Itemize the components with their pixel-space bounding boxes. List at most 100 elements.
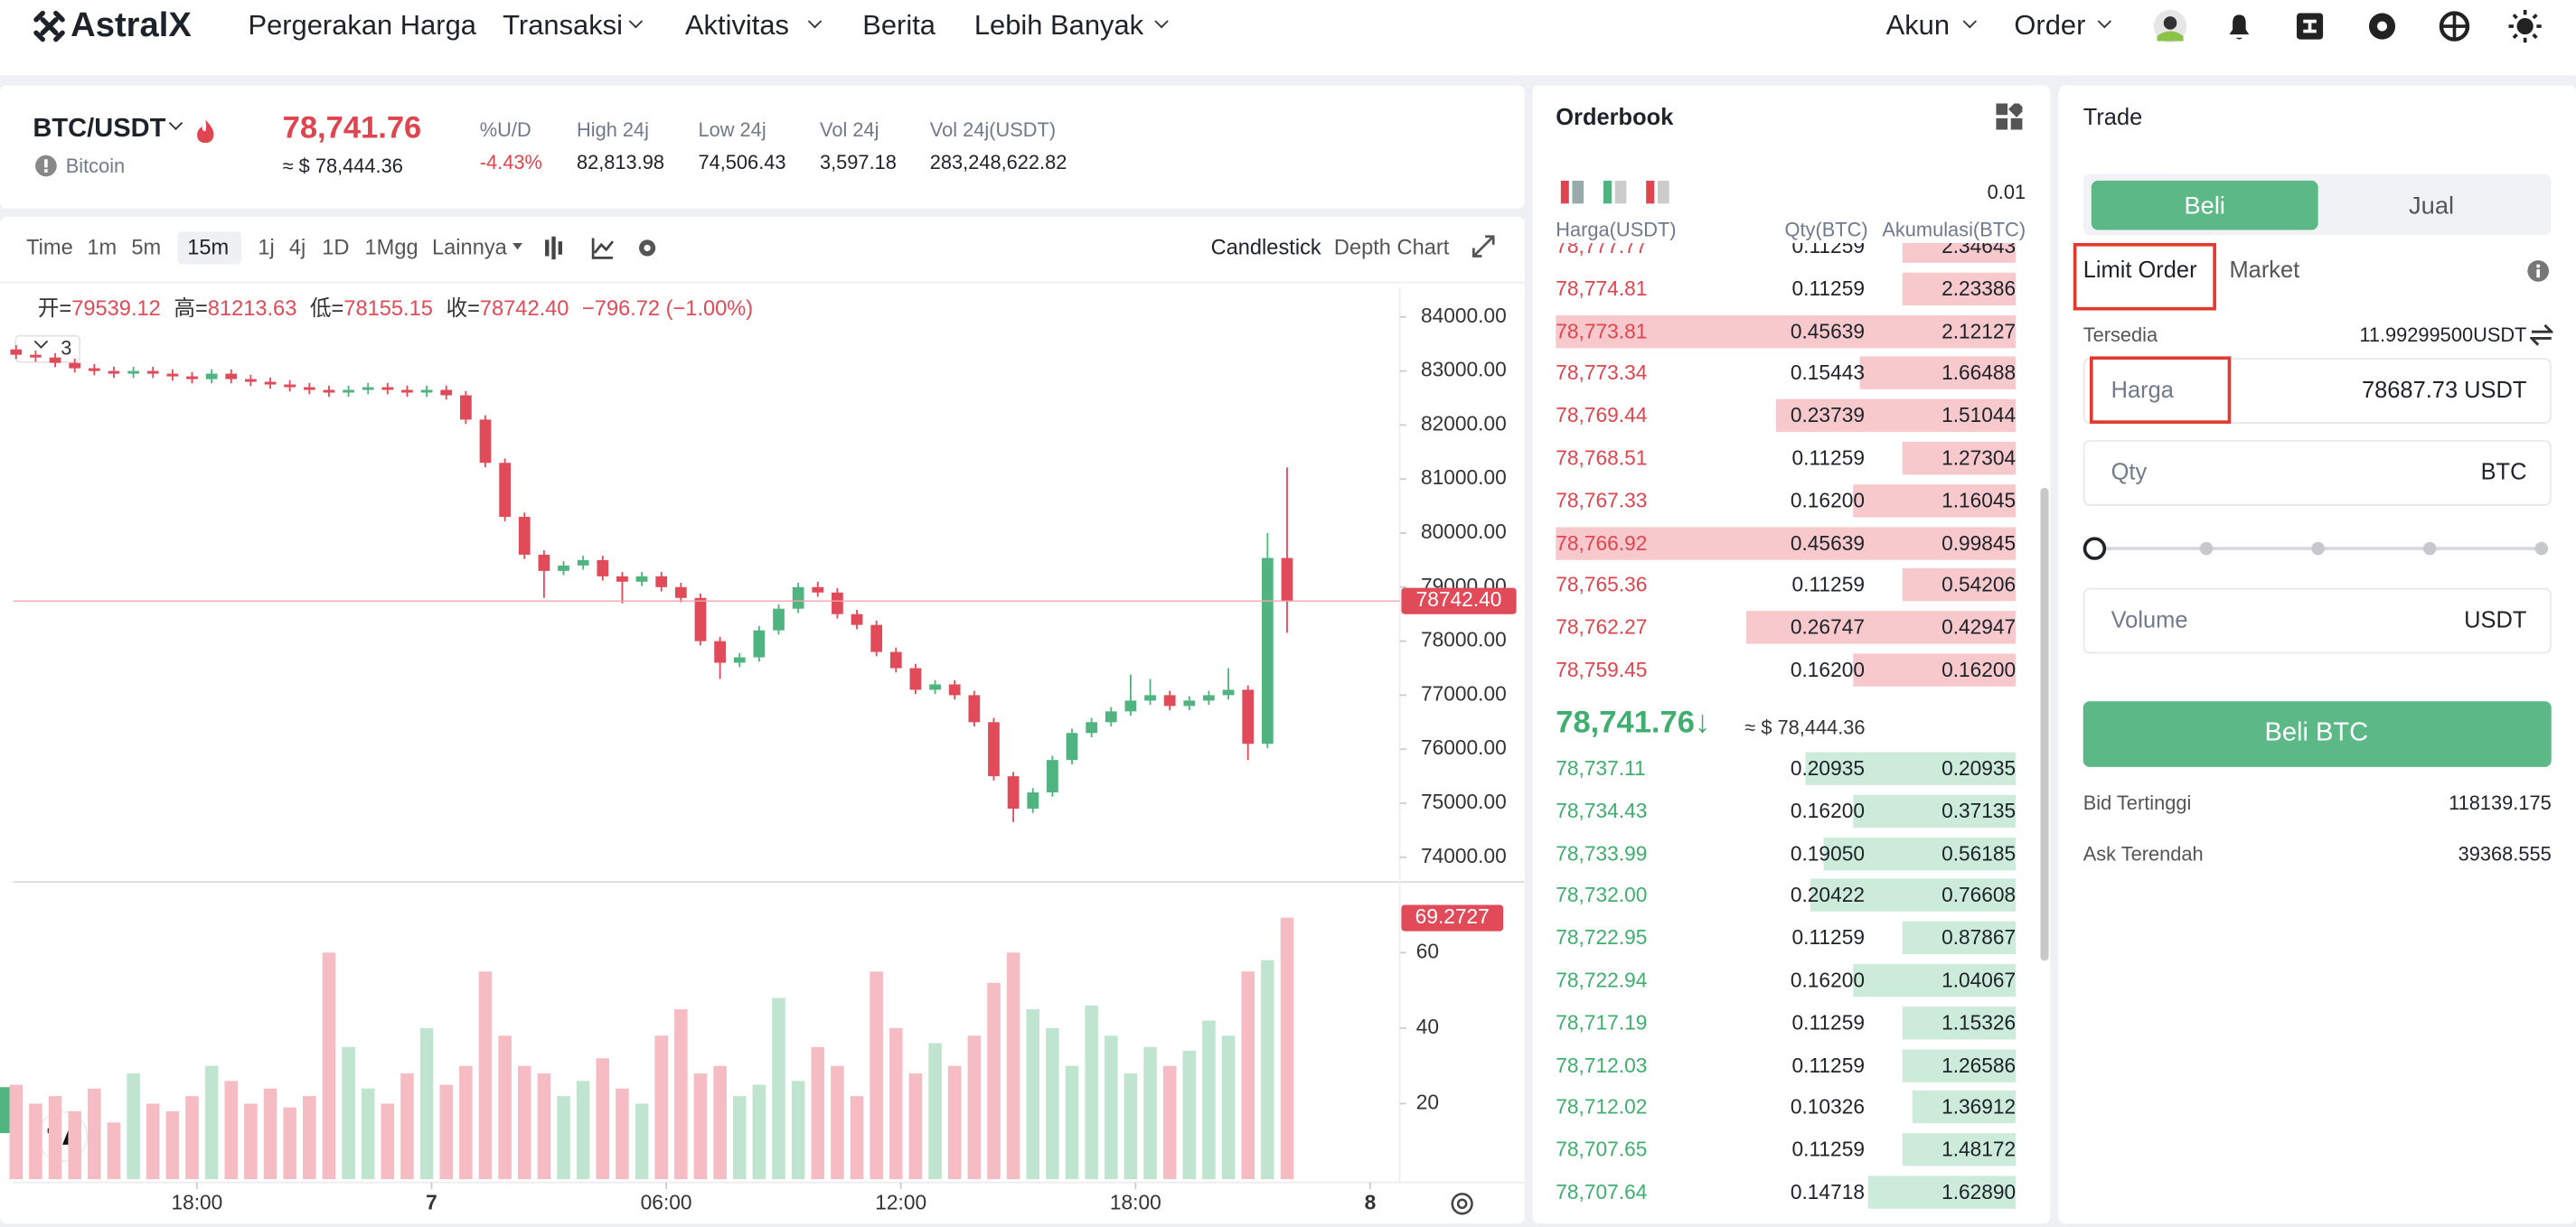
pair[interactable]: BTC/USDT xyxy=(33,114,166,143)
chart-tool-icons[interactable] xyxy=(544,235,659,261)
order-price[interactable]: 78,717.19 xyxy=(1556,1011,1648,1035)
order-qty[interactable]: 0.26747 xyxy=(1790,615,1865,640)
avatar[interactable] xyxy=(2152,8,2188,44)
input-box[interactable] xyxy=(2082,358,2552,424)
order-price[interactable]: 78,734.43 xyxy=(1556,799,1648,823)
order-total[interactable]: 1.27304 xyxy=(1941,446,2017,470)
order-price[interactable]: 78,767.33 xyxy=(1556,489,1648,512)
submit-bg[interactable] xyxy=(2082,701,2552,767)
order-price[interactable]: 78,707.65 xyxy=(1556,1138,1648,1162)
bell-icon[interactable] xyxy=(2223,10,2255,42)
order-price[interactable]: 78,774.81 xyxy=(1556,276,1648,301)
order-type-tab[interactable]: Limit Order xyxy=(2082,256,2197,283)
order-qty[interactable]: 0.11259 xyxy=(1791,1138,1865,1162)
order-total[interactable]: 0.20935 xyxy=(1941,756,2017,781)
order-total[interactable]: 0.37135 xyxy=(1941,799,2017,823)
chart-settings-icon[interactable] xyxy=(1449,1191,1475,1217)
order-total[interactable]: 1.66488 xyxy=(1941,361,2017,386)
order-qty[interactable]: 0.23739 xyxy=(1790,404,1865,427)
order-qty[interactable]: 0.20422 xyxy=(1790,884,1865,908)
order-price[interactable]: 78,722.95 xyxy=(1556,926,1648,950)
order-qty[interactable]: 0.16200 xyxy=(1790,799,1865,823)
interval-button[interactable]: 1D xyxy=(322,234,350,259)
order-total[interactable]: 0.87867 xyxy=(1941,926,2017,950)
order-total[interactable]: 2.34643 xyxy=(1941,243,2017,258)
order-price[interactable]: 78,777.77 xyxy=(1556,243,1648,258)
order-total[interactable]: 0.42947 xyxy=(1941,615,2017,640)
order-total[interactable]: 2.12127 xyxy=(1941,319,2017,343)
buy-tab-bg[interactable] xyxy=(2091,180,2318,230)
account-menu[interactable]: Akun xyxy=(1885,10,1951,42)
order-total[interactable]: 1.51044 xyxy=(1941,404,2017,427)
swap-icon[interactable] xyxy=(2530,323,2553,346)
order-qty[interactable]: 0.11259 xyxy=(1791,1011,1865,1035)
order-total[interactable]: 0.56185 xyxy=(1941,841,2017,866)
order-qty[interactable]: 0.16200 xyxy=(1790,489,1865,512)
submit-button[interactable]: Beli BTC xyxy=(2264,718,2369,747)
order-price[interactable]: 78,707.64 xyxy=(1556,1180,1648,1204)
globe-icon[interactable] xyxy=(2438,10,2470,42)
order-price[interactable]: 78,759.45 xyxy=(1556,658,1648,682)
order-price[interactable]: 78,712.03 xyxy=(1556,1054,1648,1077)
indicator-toggle[interactable] xyxy=(14,334,81,363)
order-price[interactable]: 78,762.27 xyxy=(1556,615,1648,640)
expand-icon[interactable] xyxy=(1472,235,1495,258)
order-price[interactable]: 78,737.11 xyxy=(1556,756,1646,781)
order-price[interactable]: 78,712.02 xyxy=(1556,1096,1648,1119)
order-total[interactable]: 1.62890 xyxy=(1941,1180,2017,1204)
order-total[interactable]: 1.48172 xyxy=(1941,1138,2017,1162)
order-total[interactable]: 0.99845 xyxy=(1941,531,2017,555)
sell-tab[interactable]: Jual xyxy=(2409,191,2455,220)
order-price[interactable]: 78,733.99 xyxy=(1556,841,1648,866)
interval-button[interactable]: 15m xyxy=(187,234,230,259)
theme-icon[interactable] xyxy=(2508,9,2542,43)
input-box[interactable] xyxy=(2082,440,2552,506)
view-tab[interactable]: Depth Chart xyxy=(1333,234,1450,259)
order-total[interactable]: 1.15326 xyxy=(1941,1011,2017,1035)
view-icons[interactable] xyxy=(1560,180,1676,204)
nav-item[interactable]: Berita xyxy=(862,10,935,42)
order-qty[interactable]: 0.11259 xyxy=(1791,574,1865,597)
order-total[interactable]: 1.36912 xyxy=(1941,1096,2017,1119)
buy-tab[interactable]: Beli xyxy=(2184,191,2225,220)
order-total[interactable]: 0.54206 xyxy=(1941,574,2017,597)
order-qty[interactable]: 0.45639 xyxy=(1790,531,1865,555)
order-qty[interactable]: 0.10326 xyxy=(1790,1096,1865,1119)
order-total[interactable]: 1.16045 xyxy=(1941,489,2017,512)
order-type-tab[interactable]: Market xyxy=(2229,256,2300,283)
nav-item[interactable]: Transaksi xyxy=(503,10,623,42)
download-icon[interactable] xyxy=(2293,10,2326,42)
slider-handle[interactable] xyxy=(2082,537,2107,560)
order-price[interactable]: 78,722.94 xyxy=(1556,969,1648,992)
order-qty[interactable]: 0.14718 xyxy=(1790,1180,1865,1204)
order-price[interactable]: 78,769.44 xyxy=(1556,404,1648,427)
order-price[interactable]: 78,732.00 xyxy=(1556,884,1648,908)
order-qty[interactable]: 0.11259 xyxy=(1791,276,1865,301)
more-intervals[interactable]: Lainnya xyxy=(432,234,507,259)
settings-icon[interactable] xyxy=(2365,10,2398,42)
info-icon[interactable] xyxy=(2526,259,2550,282)
order-menu[interactable]: Order xyxy=(2014,10,2086,42)
nav-item[interactable]: Pergerakan Harga xyxy=(248,10,476,42)
order-total[interactable]: 0.76608 xyxy=(1941,884,2017,908)
order-qty[interactable]: 0.45639 xyxy=(1790,319,1865,343)
view-tab[interactable]: Candlestick xyxy=(1210,234,1321,259)
interval-button[interactable]: 1m xyxy=(87,234,118,259)
order-qty[interactable]: 0.20935 xyxy=(1790,756,1865,781)
order-price[interactable]: 78,768.51 xyxy=(1556,446,1648,470)
scrollbar[interactable] xyxy=(2040,487,2049,961)
interval-button[interactable]: 5m xyxy=(131,234,162,259)
order-qty[interactable]: 0.16200 xyxy=(1790,969,1865,992)
order-qty[interactable]: 0.19050 xyxy=(1790,841,1865,866)
interval-button[interactable]: Time xyxy=(26,234,73,259)
order-total[interactable]: 1.04067 xyxy=(1941,969,2017,992)
order-price[interactable]: 78,773.34 xyxy=(1556,361,1648,386)
order-price[interactable]: 78,773.81 xyxy=(1556,319,1648,343)
order-qty[interactable]: 0.16200 xyxy=(1790,658,1865,682)
order-qty[interactable]: 0.11259 xyxy=(1791,926,1865,950)
order-qty[interactable]: 0.11259 xyxy=(1791,1054,1865,1077)
input-box[interactable] xyxy=(2082,587,2552,654)
interval-button[interactable]: 1Mgg xyxy=(364,234,418,259)
nav-item[interactable]: Lebih Banyak xyxy=(973,10,1144,42)
order-qty[interactable]: 0.11259 xyxy=(1791,446,1865,470)
